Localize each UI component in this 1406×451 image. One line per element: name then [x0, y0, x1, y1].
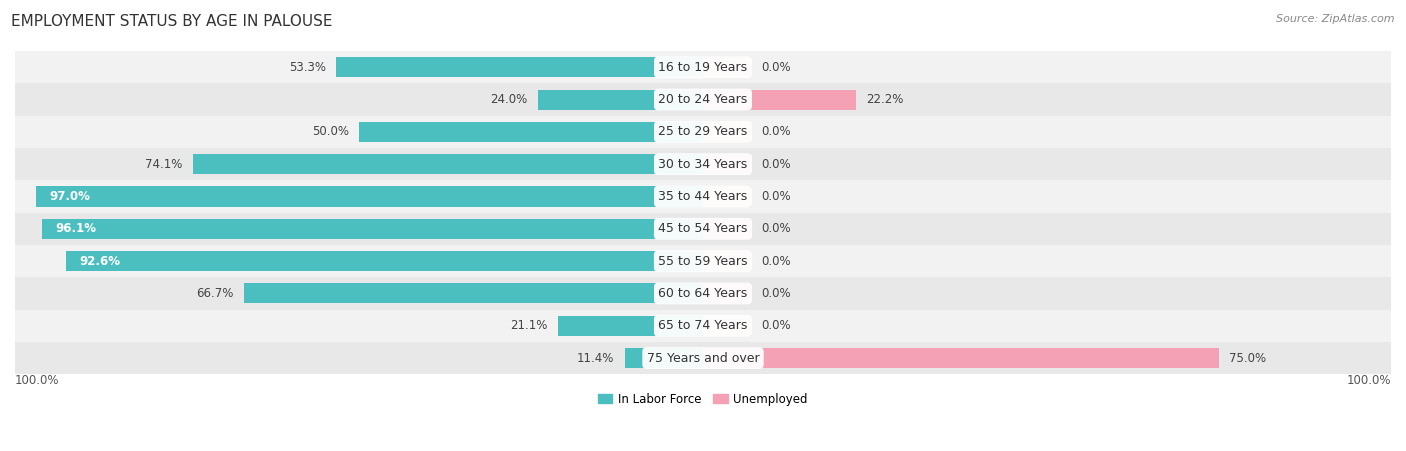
Text: 16 to 19 Years: 16 to 19 Years — [658, 61, 748, 74]
Text: 75 Years and over: 75 Years and over — [647, 351, 759, 364]
Text: 0.0%: 0.0% — [762, 319, 792, 332]
Bar — [15, 148, 1391, 180]
Text: 65 to 74 Years: 65 to 74 Years — [658, 319, 748, 332]
Text: 11.4%: 11.4% — [576, 351, 614, 364]
Text: 66.7%: 66.7% — [197, 287, 233, 300]
Text: 30 to 34 Years: 30 to 34 Years — [658, 158, 748, 170]
Text: 53.3%: 53.3% — [290, 61, 326, 74]
Bar — [703, 154, 751, 174]
Bar — [703, 186, 751, 207]
Bar — [703, 316, 751, 336]
Text: 24.0%: 24.0% — [491, 93, 527, 106]
Text: EMPLOYMENT STATUS BY AGE IN PALOUSE: EMPLOYMENT STATUS BY AGE IN PALOUSE — [11, 14, 333, 28]
Bar — [15, 180, 1391, 212]
Text: 50.0%: 50.0% — [312, 125, 349, 138]
Bar — [15, 51, 1391, 83]
Bar — [15, 83, 1391, 116]
Text: 96.1%: 96.1% — [56, 222, 97, 235]
Bar — [703, 251, 751, 271]
Text: 45 to 54 Years: 45 to 54 Years — [658, 222, 748, 235]
Text: 0.0%: 0.0% — [762, 125, 792, 138]
Legend: In Labor Force, Unemployed: In Labor Force, Unemployed — [593, 388, 813, 410]
Text: 35 to 44 Years: 35 to 44 Years — [658, 190, 748, 203]
Bar — [336, 57, 703, 77]
Text: Source: ZipAtlas.com: Source: ZipAtlas.com — [1277, 14, 1395, 23]
Bar — [703, 283, 751, 304]
Text: 21.1%: 21.1% — [510, 319, 547, 332]
Text: 25 to 29 Years: 25 to 29 Years — [658, 125, 748, 138]
Bar — [624, 348, 703, 368]
Text: 100.0%: 100.0% — [15, 374, 59, 387]
Text: 60 to 64 Years: 60 to 64 Years — [658, 287, 748, 300]
Bar — [15, 277, 1391, 309]
Bar — [538, 90, 703, 110]
Text: 0.0%: 0.0% — [762, 287, 792, 300]
Bar — [42, 219, 703, 239]
Bar — [15, 245, 1391, 277]
Text: 22.2%: 22.2% — [866, 93, 904, 106]
Bar — [359, 122, 703, 142]
Text: 97.0%: 97.0% — [49, 190, 90, 203]
Bar — [703, 348, 1219, 368]
Bar — [193, 154, 703, 174]
Bar — [703, 122, 751, 142]
Text: 0.0%: 0.0% — [762, 222, 792, 235]
Bar — [15, 309, 1391, 342]
Bar — [15, 116, 1391, 148]
Bar — [245, 283, 703, 304]
Bar — [703, 57, 751, 77]
Text: 0.0%: 0.0% — [762, 255, 792, 267]
Text: 0.0%: 0.0% — [762, 158, 792, 170]
Text: 92.6%: 92.6% — [80, 255, 121, 267]
Bar — [66, 251, 703, 271]
Bar — [703, 90, 856, 110]
Bar — [35, 186, 703, 207]
Bar — [15, 342, 1391, 374]
Text: 20 to 24 Years: 20 to 24 Years — [658, 93, 748, 106]
Text: 100.0%: 100.0% — [1347, 374, 1391, 387]
Text: 74.1%: 74.1% — [145, 158, 183, 170]
Text: 55 to 59 Years: 55 to 59 Years — [658, 255, 748, 267]
Bar — [703, 219, 751, 239]
Text: 75.0%: 75.0% — [1229, 351, 1267, 364]
Text: 0.0%: 0.0% — [762, 61, 792, 74]
Text: 0.0%: 0.0% — [762, 190, 792, 203]
Bar — [15, 212, 1391, 245]
Bar — [558, 316, 703, 336]
